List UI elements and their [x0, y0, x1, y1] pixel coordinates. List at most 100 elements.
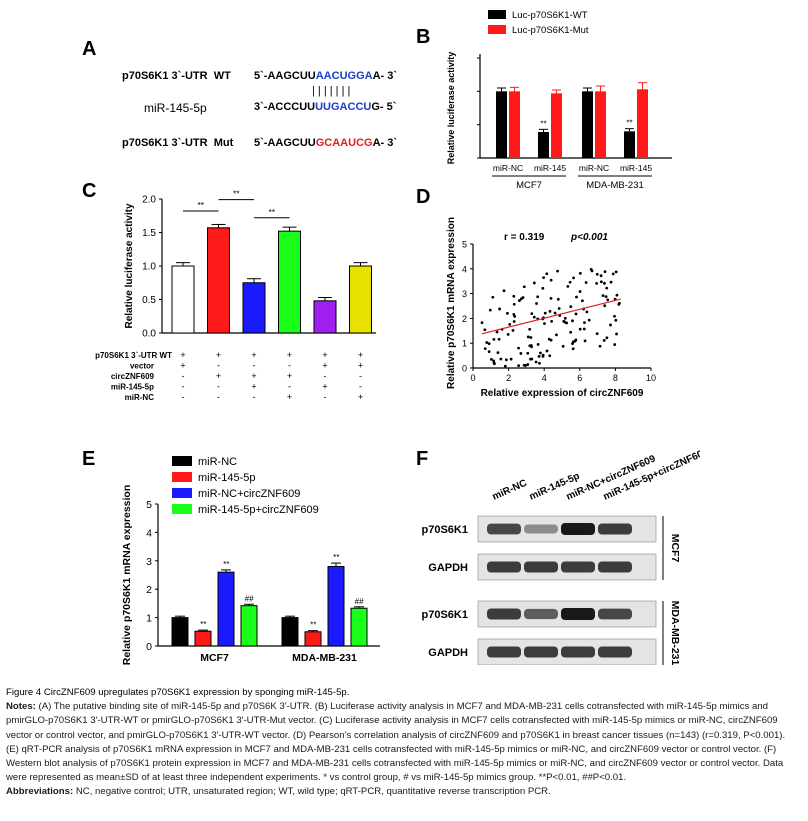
design-mark: + [251, 382, 256, 392]
blot-band [487, 523, 521, 535]
y-axis-label: Relative luciferase activity [446, 52, 456, 165]
scatter-point [509, 357, 513, 361]
scatter-point [595, 272, 599, 276]
scatter-point [532, 315, 536, 319]
scatter-point [599, 280, 603, 284]
category-label: MDA-MB-231 [292, 652, 357, 664]
design-row-label: circZNF609 [111, 372, 155, 381]
scatter-point [530, 312, 534, 316]
scatter-point [541, 286, 545, 290]
bar [207, 227, 230, 334]
scatter-point [557, 307, 561, 310]
scatter-point [582, 327, 586, 331]
panel-label-b: B [416, 26, 431, 48]
scatter-point [488, 308, 492, 312]
panel-label-c: C [82, 180, 97, 202]
scatter-point [492, 361, 496, 365]
bar [624, 131, 635, 158]
scatter-point [487, 342, 491, 346]
blot-band [524, 646, 558, 658]
cell-line-label: MCF7 [669, 534, 681, 563]
scatter-point [532, 281, 536, 285]
legend-swatch [488, 10, 506, 19]
pairing-lines: | | | | | | | [312, 85, 351, 97]
scatter-point [517, 364, 521, 368]
scatter-point [553, 311, 557, 315]
design-row-label: miR-NC [125, 393, 155, 402]
scatter-point [512, 302, 516, 306]
scatter-point [497, 337, 501, 341]
design-mark: + [358, 361, 363, 371]
bar [551, 93, 562, 158]
scatter-point [549, 278, 553, 282]
chart-b: Relative luciferase activity Luc-p70S6K1-… [446, 10, 672, 191]
significance-mark: ** [333, 553, 340, 562]
wt-sequence: 5`-AAGCUUAACUGGAA- 3` [254, 70, 398, 82]
blot-band [598, 608, 632, 620]
bar [538, 132, 549, 158]
scatter-point [496, 351, 500, 355]
scatter-point [611, 272, 615, 276]
scatter-point [618, 301, 621, 305]
cell-line-label: MDA-MB-231 [669, 601, 681, 665]
category-label: miR-NC [579, 163, 609, 173]
scatter-point [606, 298, 610, 302]
western-blot-f: miR-NC miR-145-5pmiR-NC+circZNF609miR-145… [422, 446, 700, 665]
scatter-point [556, 297, 560, 301]
blot-band [487, 561, 521, 573]
scatter-point [512, 312, 516, 316]
x-tick-label: 10 [646, 373, 656, 383]
bar [313, 300, 337, 334]
legend-swatch [172, 488, 192, 498]
y-tick-label: 3 [146, 556, 152, 568]
scatter-point [535, 302, 538, 305]
significance-mark: ** [223, 560, 230, 569]
design-mark: + [251, 371, 256, 381]
significance-mark: ## [355, 597, 364, 606]
scatter-point [569, 330, 573, 334]
scatter-point [545, 349, 549, 353]
scatter-point [595, 332, 599, 336]
y-tick-label: 0 [146, 641, 152, 653]
scatter-point [574, 338, 578, 342]
category-label: miR-NC [493, 163, 523, 173]
legend-swatch [172, 456, 192, 466]
bar [350, 607, 368, 647]
y-tick-label: 2 [146, 584, 152, 596]
y-tick-label: 1 [462, 339, 467, 349]
y-tick-label: 5 [146, 499, 152, 511]
scatter-point [522, 285, 526, 289]
design-mark: + [216, 371, 221, 381]
scatter-point [508, 322, 512, 326]
scatter-point [555, 333, 558, 337]
bar [281, 617, 299, 647]
design-row-label: vector [130, 362, 154, 371]
scatter-point [585, 310, 589, 314]
figure-caption: Figure 4 CircZNF609 upregulates p70S6K1 … [6, 686, 798, 800]
scatter-point [517, 346, 520, 350]
scatter-point [502, 289, 506, 293]
scatter-point [539, 351, 542, 355]
mirna-label: miR-145-5p [144, 101, 207, 115]
scatter-point [601, 294, 605, 298]
scatter-point [491, 295, 495, 299]
scatter-point [568, 280, 572, 284]
scatter-point [512, 294, 516, 298]
significance-mark: ** [233, 189, 240, 199]
bar [349, 265, 372, 334]
scatter-point [572, 276, 575, 280]
blot-band [487, 646, 521, 658]
blot-band [598, 561, 632, 573]
blot-label: p70S6K1 [422, 524, 468, 536]
scatter-point [575, 295, 578, 299]
legend-swatch [172, 472, 192, 482]
scatter-point [541, 354, 545, 358]
x-axis-label: Relative expression of circZNF609 [481, 388, 644, 399]
design-mark: - [324, 371, 327, 381]
scatter-point [483, 347, 487, 351]
blot-band [561, 608, 595, 620]
bar [240, 605, 258, 647]
scatter-point [485, 341, 489, 344]
legend-swatch [488, 25, 506, 34]
scatter-point [571, 340, 575, 344]
